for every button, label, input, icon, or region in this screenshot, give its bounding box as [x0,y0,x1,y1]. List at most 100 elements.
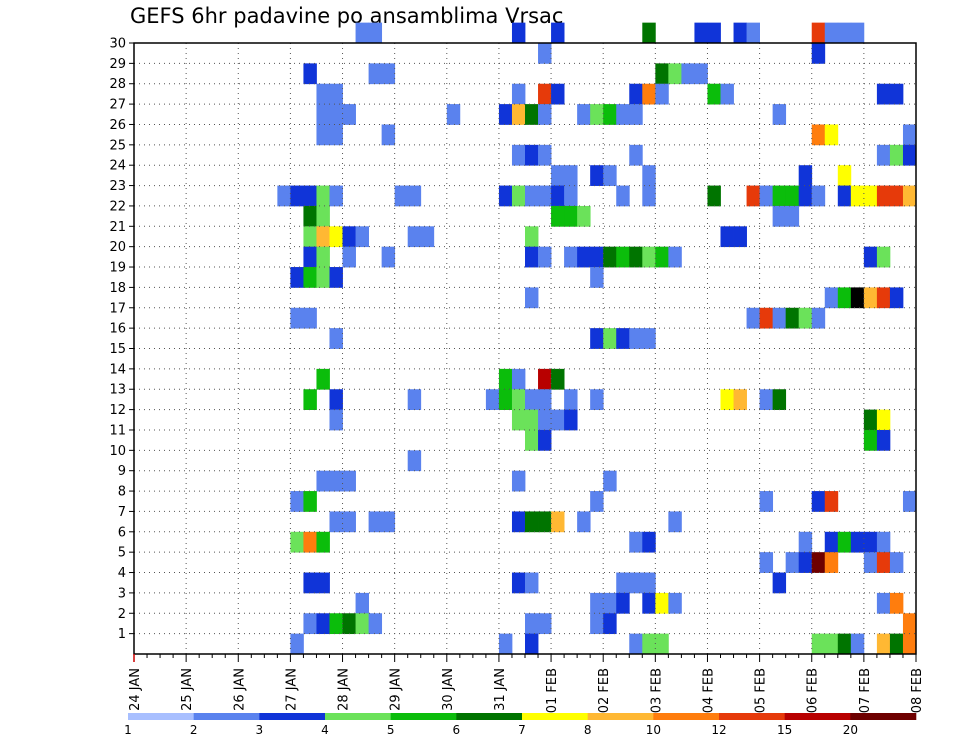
heatmap-cell [876,287,891,309]
heatmap-cell [355,226,369,248]
heatmap-cell [329,83,343,105]
legend-label: 15 [777,723,792,737]
heatmap-cell [629,633,643,655]
heatmap-cell [577,246,591,268]
x-tick-label: 24 JAN [128,668,143,711]
heatmap-cell [863,552,878,573]
heatmap-cell [863,287,878,309]
legend-swatch [259,713,326,720]
heatmap-cell [811,22,826,44]
heatmap-cell [785,552,800,573]
y-tick-label: 20 [109,240,126,255]
heatmap-cell [316,572,330,594]
heatmap-cell [342,613,356,635]
heatmap-cell [525,246,539,268]
heatmap-cell [342,226,356,248]
legend-swatch [325,713,391,720]
x-tick-label: 29 JAN [389,668,404,711]
heatmap-cell [538,83,552,105]
heatmap-cell [511,185,526,207]
heatmap-cell [538,389,552,410]
legend-label: 12 [711,723,726,737]
heatmap-cell [616,328,630,349]
heatmap-cell [420,226,435,248]
heatmap-cell [525,104,539,125]
legend-label: 6 [453,723,461,737]
heatmap-cell [863,531,878,553]
heatmap-cell [303,389,317,410]
x-tick-label: 01 FEB [545,668,560,713]
heatmap-cell [850,287,865,309]
heatmap-cell [525,511,539,533]
y-tick-label: 25 [109,138,126,153]
heatmap-cell [733,389,747,410]
heatmap-cell [551,185,565,207]
heatmap-cell [355,22,369,44]
y-tick-label: 23 [109,179,126,194]
x-tick-label: 27 JAN [284,668,299,711]
heatmap-cell [303,226,317,248]
heatmap-cell [538,104,552,125]
y-tick-label: 2 [118,607,126,622]
heatmap-cell [655,592,669,614]
heatmap-cell [316,368,330,390]
heatmap-cell [525,633,539,655]
y-tick-label: 27 [109,98,126,113]
heatmap-cell [551,368,565,390]
heatmap-cell [368,613,383,635]
legend-swatch [390,713,457,720]
heatmap-cell [889,185,904,207]
heatmap-cell [603,246,617,268]
heatmap-cell [590,165,604,186]
heatmap-cell [720,389,734,410]
heatmap-cell [355,613,369,635]
legend-label: 8 [584,723,592,737]
heatmap-cell [342,246,356,268]
heatmap-cell [889,144,904,166]
heatmap-cell [355,592,369,614]
heatmap-cell [811,307,826,329]
x-tick-label: 03 FEB [649,668,664,713]
heatmap-cell [642,592,656,614]
heatmap-cell [538,144,552,166]
heatmap-cell [759,307,774,329]
heatmap-cell [642,572,656,594]
heatmap-cell [876,246,891,268]
heatmap-cell [329,389,343,410]
x-tick-label: 25 JAN [180,668,195,711]
heatmap-cell [798,307,813,329]
heatmap-cell [824,22,839,44]
heatmap-cell [590,491,604,512]
heatmap-cell [525,144,539,166]
y-tick-label: 6 [118,525,126,540]
heatmap-cell [538,613,552,635]
y-tick-label: 26 [109,118,126,133]
heatmap-cell [525,287,539,309]
legend-swatch [193,713,260,720]
heatmap-cell [603,328,617,349]
heatmap-cell [564,409,578,431]
heatmap-cell [642,328,656,349]
heatmap-cell [837,165,852,186]
legend-swatch [587,713,654,720]
heatmap-cell [668,246,682,268]
heatmap-cell [655,83,669,105]
heatmap-cell [616,104,630,125]
heatmap-cell [303,246,317,268]
heatmap-cell [668,511,682,533]
y-tick-label: 5 [118,546,126,561]
chart-title: GEFS 6hr padavine po ansamblima Vrsac [130,4,564,28]
heatmap-cell [876,592,891,614]
heatmap-cell [290,491,304,512]
heatmap-cell [863,185,878,207]
heatmap-cell [368,22,383,44]
heatmap-cell [329,124,343,146]
heatmap-cell [407,226,422,248]
heatmap-cell [329,470,343,492]
heatmap-cell [316,124,330,146]
heatmap-cell [303,491,317,512]
heatmap-cell [381,511,396,533]
heatmap-cell [876,144,891,166]
heatmap-cell [902,491,917,512]
y-tick-label: 17 [109,301,126,316]
